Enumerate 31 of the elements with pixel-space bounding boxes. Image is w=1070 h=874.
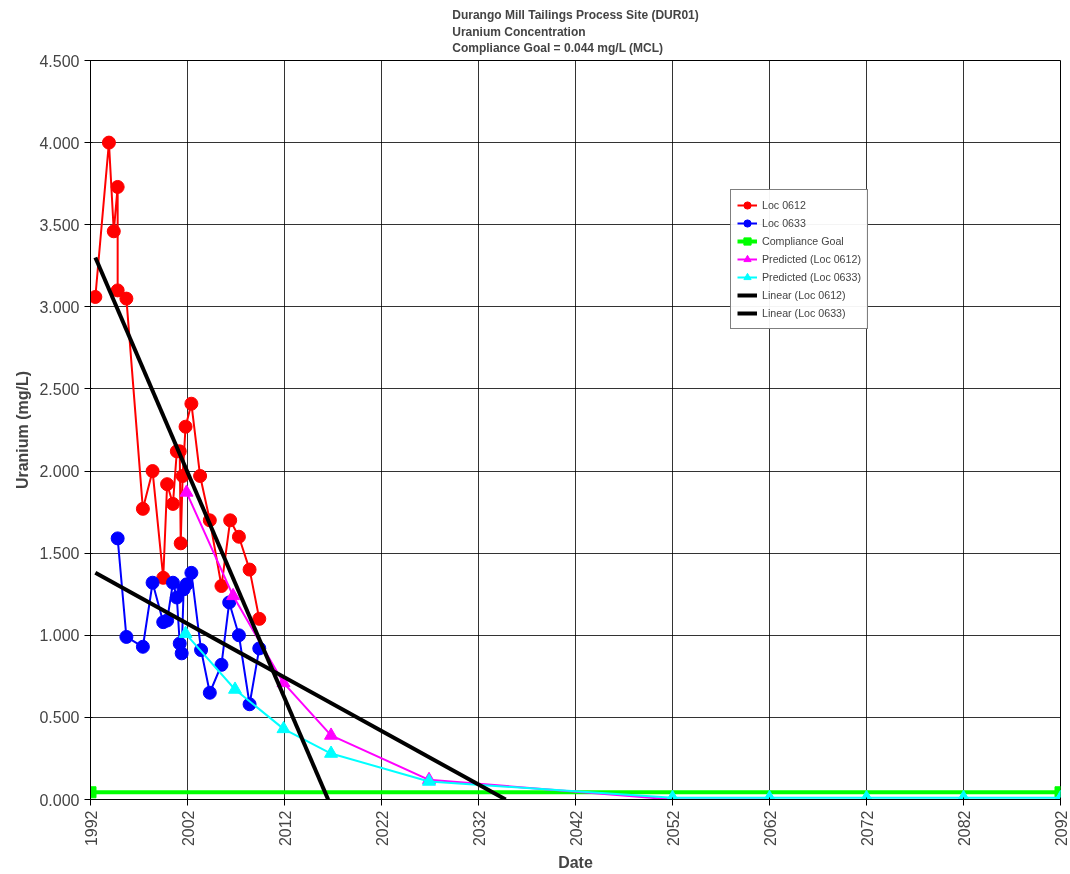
y-tick-label: 1.000 [39, 627, 80, 645]
legend-label: Predicted (Loc 0612) [762, 252, 861, 267]
legend-label: Linear (Loc 0612) [762, 288, 846, 303]
y-tick-label: 0.500 [39, 709, 80, 727]
x-tick-label: 2002 [179, 810, 197, 847]
x-tick-label: 2022 [373, 810, 391, 847]
legend-label: Loc 0612 [762, 198, 806, 213]
x-tick-label: 2082 [955, 810, 973, 847]
y-tick-label: 3.000 [39, 298, 80, 316]
x-tick-label: 1992 [82, 810, 100, 847]
legend-label: Predicted (Loc 0633) [762, 270, 861, 285]
x-tick-label: 2052 [664, 810, 682, 847]
y-tick-label: 2.500 [39, 380, 80, 398]
y-tick-label: 1.500 [39, 545, 80, 563]
legend-label: Compliance Goal [762, 234, 844, 249]
legend-label: Linear (Loc 0633) [762, 306, 846, 321]
x-tick-label: 2092 [1052, 810, 1070, 847]
x-tick-label: 2062 [761, 810, 779, 847]
x-tick-label: 2032 [470, 810, 488, 847]
y-tick-label: 4.000 [39, 134, 80, 152]
x-tick-label: 2012 [276, 810, 294, 847]
y-tick-label: 3.500 [39, 216, 80, 234]
y-tick-label: 0.000 [39, 791, 80, 809]
legend-label: Loc 0633 [762, 216, 806, 231]
x-tick-label: 2072 [858, 810, 876, 847]
x-tick-label: 2042 [567, 810, 585, 847]
y-tick-label: 4.500 [39, 52, 80, 70]
chart-title: Durango Mill Tailings Process Site (DUR01) Uranium Concentration Compliance Goal = 0.044 mg/L (MCL) [452, 7, 699, 56]
x-axis-title: Date [558, 854, 593, 872]
y-axis-title: Uranium (mg/L) [14, 370, 32, 490]
y-tick-label: 2.000 [39, 463, 80, 481]
